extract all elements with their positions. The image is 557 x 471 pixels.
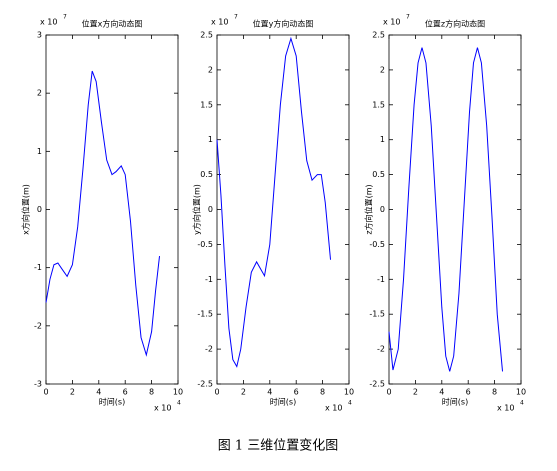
x-exponent-power: 4 [520, 400, 524, 407]
y-tick-label: -1.5 [369, 310, 385, 319]
x-tick-label: 0 [214, 388, 219, 397]
y-axis-label: y方向位置(m) [192, 184, 202, 235]
y-tick-label: 2 [380, 65, 385, 74]
y-exponent-base: x 10 [40, 18, 57, 27]
data-line [216, 36, 332, 368]
x-tick-label: 4 [267, 388, 272, 397]
x-tick-label: 8 [149, 388, 154, 397]
y-tick-label: 0 [380, 205, 385, 214]
x-tick-label: 8 [492, 388, 497, 397]
y-tick-label: -1.5 [197, 310, 213, 319]
x-axis-label: 时间(s) [442, 397, 468, 407]
x-tick-label: 2 [413, 388, 418, 397]
x-tick-label: 6 [466, 388, 471, 397]
y-tick-label: -2.5 [369, 380, 385, 389]
y-tick-label: 2 [37, 89, 42, 98]
x-axis-label: 时间(s) [99, 397, 125, 407]
y-axis-label: x方向位置(m) [21, 184, 31, 235]
y-tick-label: -0.5 [197, 240, 213, 249]
x-tick-label: 2 [241, 388, 246, 397]
x-tick-label: 6 [123, 388, 128, 397]
y-tick-label: 0.5 [372, 170, 385, 179]
y-exponent-base: x 10 [383, 18, 400, 27]
x-axis-label: 时间(s) [270, 397, 296, 407]
y-tick-label: 2.5 [200, 31, 213, 40]
x-tick-label: 2 [70, 388, 75, 397]
x-tick-label: 0 [386, 388, 391, 397]
y-exponent-base: x 10 [211, 18, 228, 27]
x-exponent-power: 4 [348, 400, 352, 407]
y-tick-label: 3 [37, 31, 42, 40]
x-tick-label: 8 [320, 388, 325, 397]
y-axis-label: z方向位置(m) [364, 184, 374, 234]
x-tick-label: 10 [516, 388, 526, 397]
y-tick-label: 2 [208, 65, 213, 74]
y-tick-label: 0.5 [200, 170, 213, 179]
x-exponent-power: 4 [177, 400, 181, 407]
y-tick-label: 0 [37, 205, 42, 214]
y-tick-label: -2 [205, 345, 213, 354]
x-tick-label: 6 [294, 388, 299, 397]
figure-caption: 图 1 三维位置变化图 [218, 438, 339, 454]
y-exponent-power: 7 [63, 14, 67, 21]
x-tick-label: 0 [43, 388, 48, 397]
x-exponent-base: x 10 [325, 404, 342, 413]
y-tick-label: -1 [377, 275, 385, 284]
y-tick-label: -3 [34, 380, 42, 389]
y-tick-label: 1 [380, 135, 385, 144]
chart-title: 位置z方向动态图 [425, 19, 485, 29]
chart-title: 位置y方向动态图 [253, 19, 314, 29]
y-exponent-power: 7 [406, 14, 410, 21]
y-tick-label: -0.5 [369, 240, 385, 249]
x-tick-label: 10 [173, 388, 183, 397]
x-tick-label: 4 [439, 388, 444, 397]
x-tick-label: 4 [96, 388, 101, 397]
y-tick-label: 1.5 [200, 100, 213, 109]
x-exponent-base: x 10 [497, 404, 514, 413]
x-exponent-base: x 10 [154, 404, 171, 413]
y-tick-label: -2 [34, 321, 42, 330]
y-tick-label: 0 [208, 205, 213, 214]
data-line [388, 47, 504, 372]
data-line [45, 70, 161, 357]
y-tick-label: 1.5 [372, 100, 385, 109]
y-tick-label: -1 [34, 263, 42, 272]
y-exponent-power: 7 [234, 14, 238, 21]
chart-title: 位置x方向动态图 [82, 19, 143, 29]
y-tick-label: 1 [208, 135, 213, 144]
y-tick-label: 1 [37, 147, 42, 156]
y-tick-label: -2.5 [197, 380, 213, 389]
x-tick-label: 10 [344, 388, 354, 397]
y-tick-label: -1 [205, 275, 213, 284]
y-tick-label: 2.5 [372, 31, 385, 40]
y-tick-label: -2 [377, 345, 385, 354]
